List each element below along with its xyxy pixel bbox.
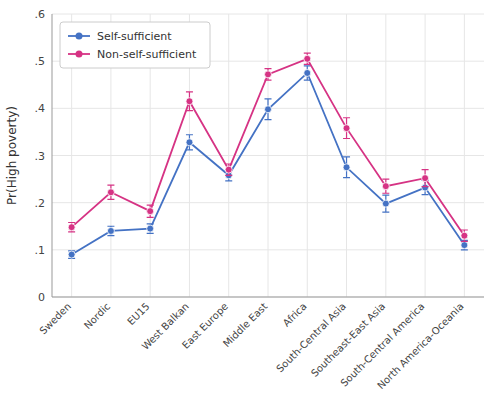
error-bar [422, 170, 429, 187]
error-bar [225, 164, 232, 175]
x-tick-label: Southeast-East Asia [309, 301, 387, 379]
y-tick-label: .1 [35, 244, 46, 257]
error-bar [147, 205, 154, 217]
x-tick-label: Sweden [37, 301, 73, 337]
x-tick-label: Middle East [221, 301, 270, 350]
error-bar [68, 251, 75, 259]
y-tick-label: .2 [35, 197, 46, 210]
point [186, 139, 193, 146]
y-tick-label: .3 [35, 150, 46, 163]
error-bar [147, 224, 154, 233]
error-bar [107, 226, 114, 235]
series [68, 66, 468, 258]
legend-label: Self-sufficient [97, 30, 172, 43]
error-bar [343, 118, 350, 139]
error-bar [461, 230, 468, 241]
error-bar [343, 157, 350, 178]
point [461, 232, 468, 239]
point [382, 183, 389, 190]
series-line [72, 59, 465, 236]
error-bar [304, 53, 311, 64]
point [107, 227, 114, 234]
legend-marker [76, 33, 83, 40]
y-tick-label: .5 [35, 55, 46, 68]
error-bar [107, 185, 114, 199]
legend-label: Non-self-sufficient [97, 48, 197, 61]
point [382, 200, 389, 207]
x-tick-label: South-Central Asia [274, 301, 348, 375]
y-tick-label: .4 [35, 102, 46, 115]
point [343, 164, 350, 171]
point [225, 166, 232, 173]
y-axis-label: Pr(High poverty) [5, 106, 19, 205]
point [304, 55, 311, 62]
point [147, 225, 154, 232]
point [304, 69, 311, 76]
x-grid-line [425, 14, 426, 297]
point [147, 208, 154, 215]
error-bar [186, 92, 193, 111]
point [186, 98, 193, 105]
x-tick-label: Africa [281, 301, 309, 329]
x-grid-line [385, 14, 386, 297]
error-bar [265, 99, 272, 120]
point [422, 175, 429, 182]
x-tick-label: North America-Oceania [375, 301, 466, 392]
error-bar [68, 222, 75, 231]
point [68, 251, 75, 258]
point [107, 189, 114, 196]
y-grid-line [52, 297, 484, 298]
legend-marker [76, 51, 83, 58]
point [265, 71, 272, 78]
axes: 0.1.2.3.4.5.6SwedenNordicEU15West Balkan… [35, 8, 485, 391]
series [68, 53, 468, 241]
x-grid-line [228, 14, 229, 297]
point [68, 224, 75, 231]
plot-area [68, 53, 468, 258]
x-grid-line [268, 14, 269, 297]
series-line [72, 73, 465, 255]
x-tick-label: Nordic [82, 301, 113, 332]
y-axis-line [52, 14, 53, 297]
error-bar [304, 66, 311, 80]
y-tick-label: .6 [35, 8, 46, 21]
point [461, 242, 468, 249]
x-tick-label: EU15 [125, 301, 151, 327]
x-grid-line [464, 14, 465, 297]
error-bar [382, 179, 389, 193]
error-bar [186, 135, 193, 150]
legend-box [60, 22, 210, 68]
point [343, 125, 350, 132]
x-axis-line [52, 297, 484, 298]
grid [52, 14, 484, 297]
y-tick-label: 0 [38, 291, 45, 304]
error-bar [265, 69, 272, 80]
error-bar [382, 195, 389, 212]
x-grid-line [346, 14, 347, 297]
point [265, 106, 272, 113]
legend: Self-sufficient Non-self-sufficient [60, 22, 210, 68]
chart: 0.1.2.3.4.5.6SwedenNordicEU15West Balkan… [0, 0, 500, 395]
